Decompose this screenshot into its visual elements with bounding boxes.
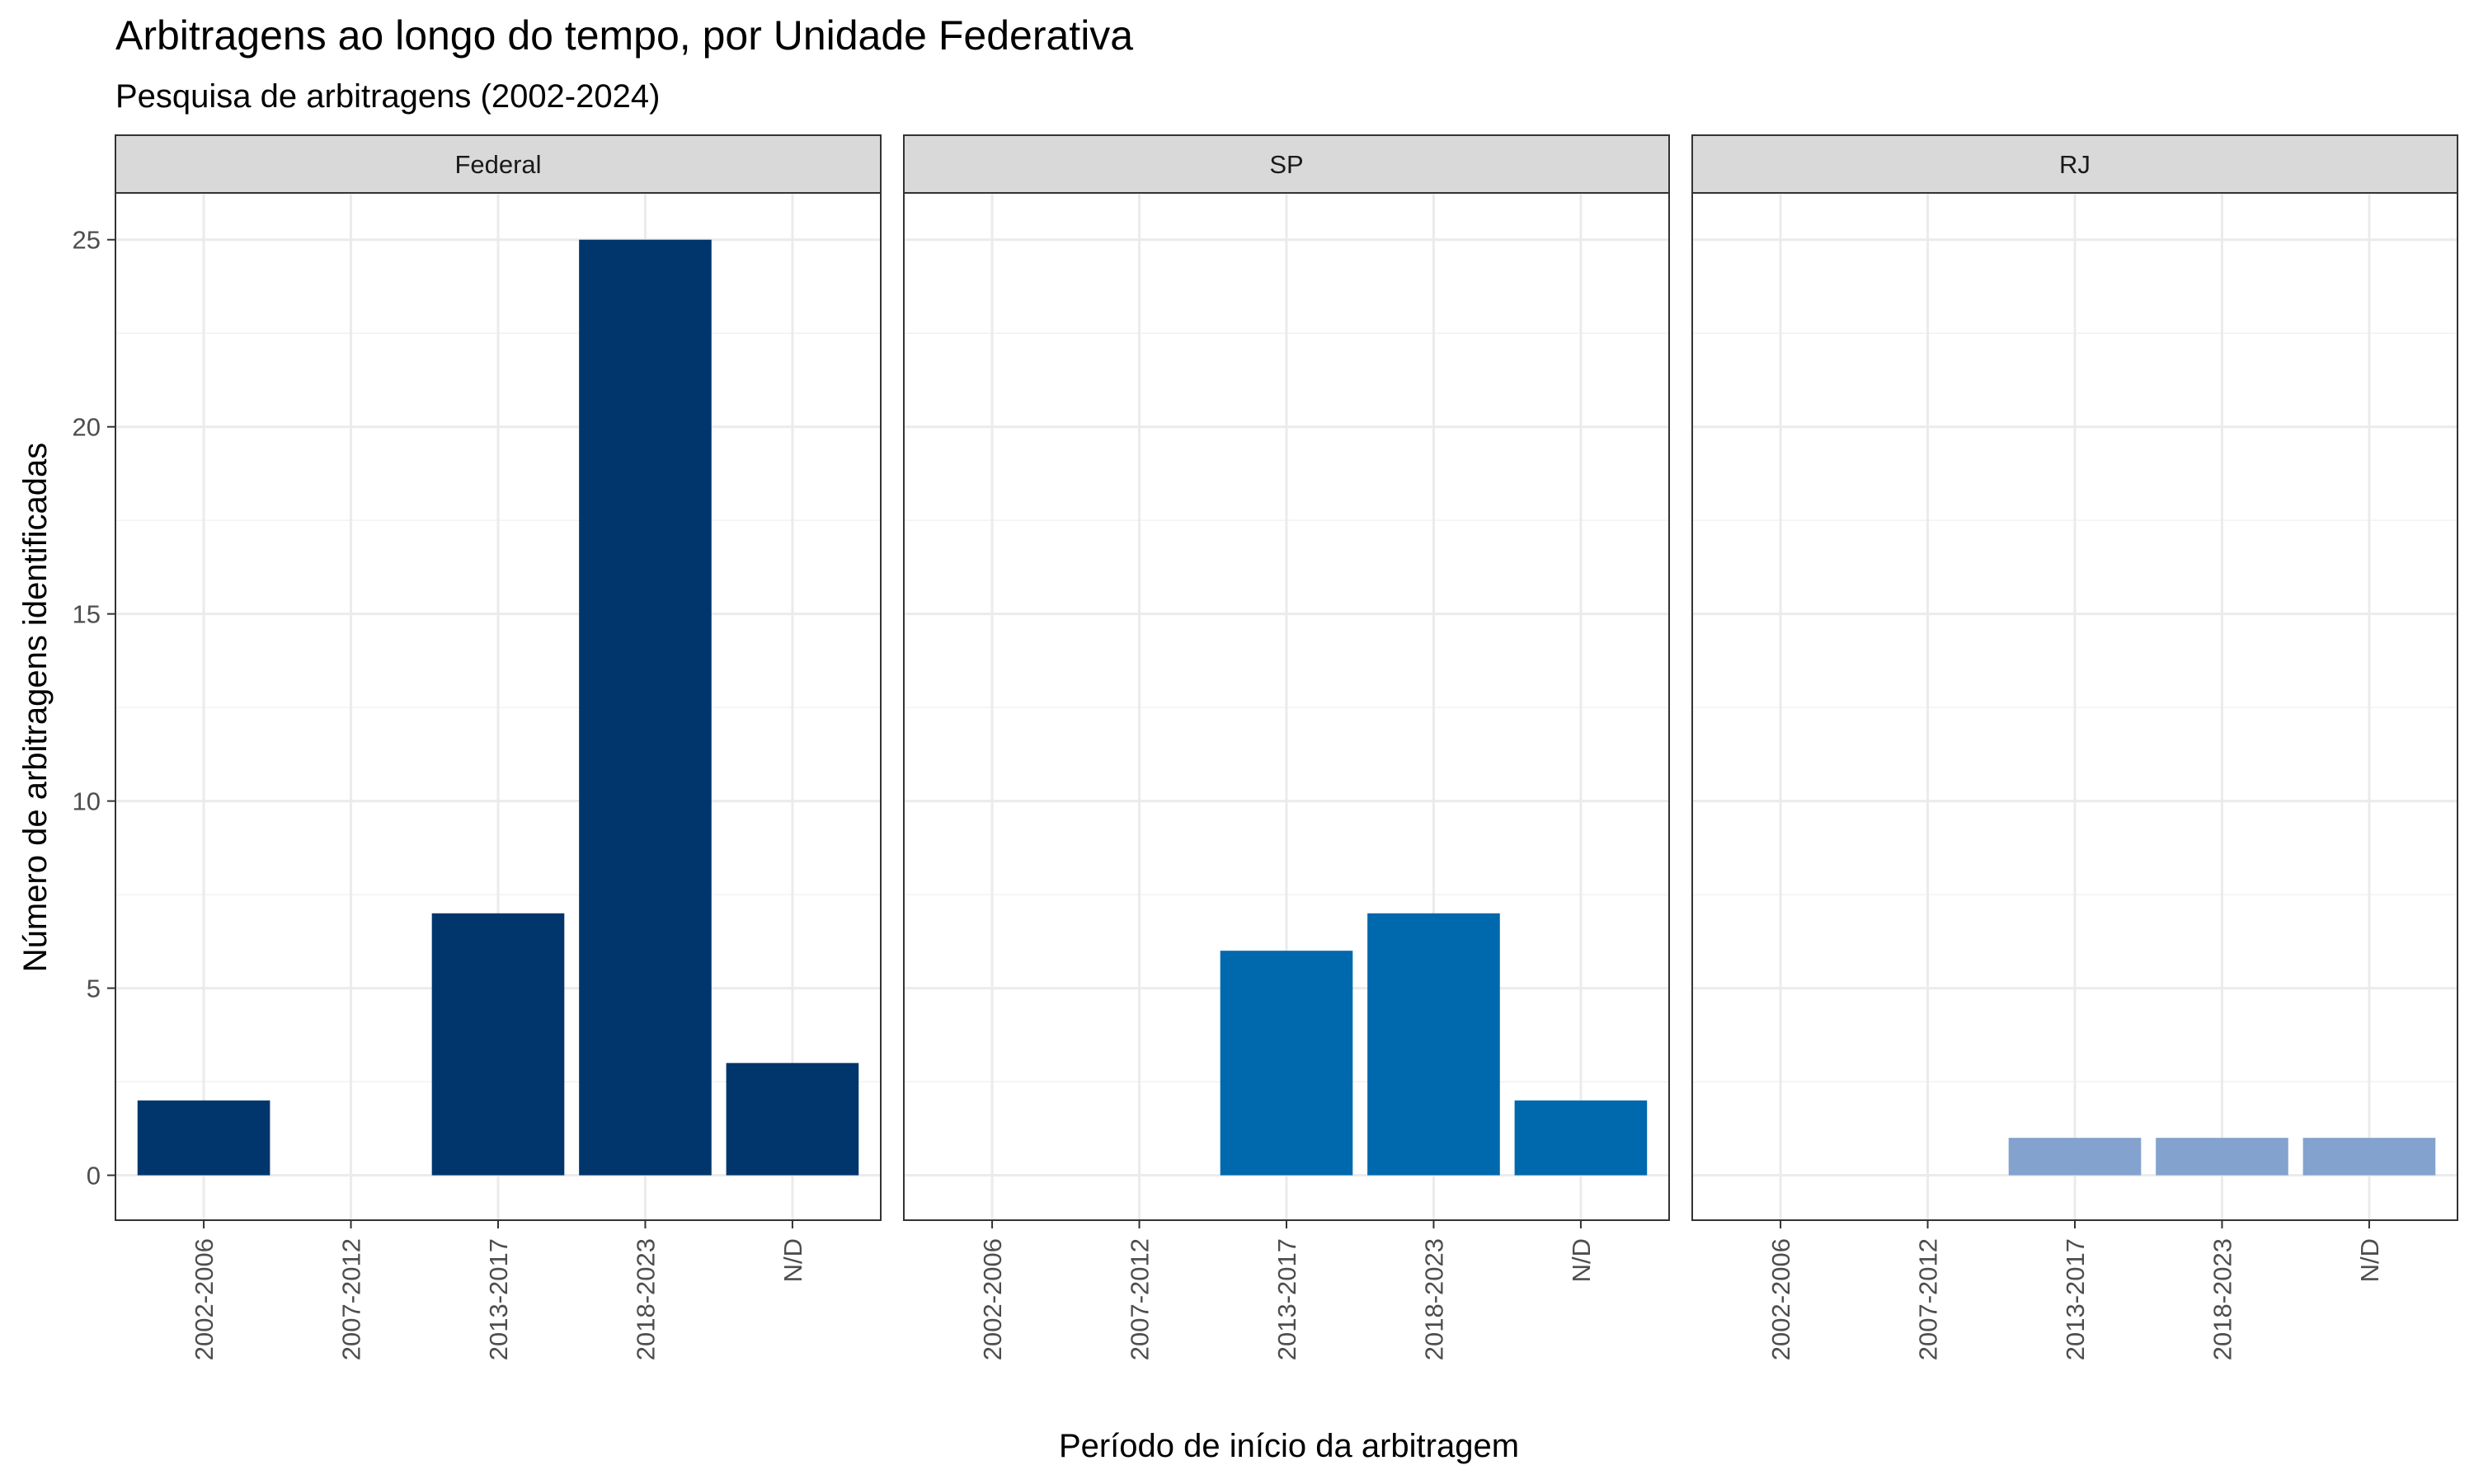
bar-rj-n-d bbox=[2302, 1138, 2436, 1176]
y-tick-label: 15 bbox=[73, 600, 101, 629]
bar-federal-2002-2006 bbox=[137, 1100, 270, 1176]
x-tick-label: 2002-2006 bbox=[1766, 1238, 1795, 1360]
bar-rj-2018-2023 bbox=[2156, 1138, 2288, 1176]
facet-strip bbox=[115, 134, 882, 194]
bar-sp-2018-2023 bbox=[1367, 913, 1500, 1176]
x-tick-label: 2013-2017 bbox=[2061, 1238, 2090, 1360]
bar-federal-n-d bbox=[726, 1063, 859, 1176]
facet-panel-sp: SP 2002-2006 2007-2012 2013-2017 2018-2023 N/… bbox=[903, 134, 1670, 1360]
x-tick-label: 2018-2023 bbox=[2208, 1238, 2236, 1360]
chart-subtitle: Pesquisa de arbitragens (2002-2024) bbox=[115, 78, 660, 115]
facet-panels: Federal 2002-2006 2007-2012 2013-2017 2018-2… bbox=[115, 134, 2458, 1360]
y-tick-label: 5 bbox=[87, 974, 101, 1003]
facet-strip-label: RJ bbox=[2059, 150, 2091, 179]
y-axis-ticks: 0 5 10 15 20 25 bbox=[73, 226, 115, 1190]
x-tick-label: N/D bbox=[1567, 1238, 1596, 1282]
y-tick-label: 20 bbox=[73, 413, 101, 442]
bar-sp-n-d bbox=[1514, 1100, 1648, 1176]
facet-strip bbox=[1691, 134, 2458, 194]
x-tick-label: N/D bbox=[2355, 1238, 2384, 1282]
facet-strip-label: Federal bbox=[454, 150, 541, 179]
bar-federal-2018-2023 bbox=[579, 239, 712, 1176]
chart-title: Arbitragens ao longo do tempo, por Unida… bbox=[115, 12, 1133, 59]
y-tick-label: 0 bbox=[87, 1162, 101, 1190]
y-axis-title: Número de arbitragens identificadas bbox=[17, 443, 54, 973]
y-tick-label: 25 bbox=[73, 226, 101, 255]
facet-panel-rj: RJ 2002-2006 2007-2012 2013-2017 2018-2023 N/… bbox=[1691, 134, 2458, 1360]
bar-rj-2013-2017 bbox=[2008, 1138, 2142, 1176]
x-tick-label: 2018-2023 bbox=[1419, 1238, 1448, 1360]
facet-strip-label: SP bbox=[1269, 150, 1303, 179]
facet-panel-federal: Federal 2002-2006 2007-2012 2013-2017 2018-2… bbox=[115, 134, 882, 1360]
facet-strip bbox=[903, 134, 1670, 194]
x-tick-label: 2002-2006 bbox=[978, 1238, 1007, 1360]
x-tick-label: 2007-2012 bbox=[1914, 1238, 1943, 1360]
bar-sp-2013-2017 bbox=[1220, 951, 1353, 1176]
x-tick-label: 2013-2017 bbox=[484, 1238, 513, 1360]
x-axis-title: Período de início da arbitragem bbox=[1059, 1428, 1519, 1464]
y-tick-label: 10 bbox=[73, 787, 101, 816]
bar-federal-2013-2017 bbox=[431, 913, 565, 1176]
x-tick-label: 2018-2023 bbox=[631, 1238, 660, 1360]
x-tick-label: 2007-2012 bbox=[337, 1238, 366, 1360]
x-tick-label: 2007-2012 bbox=[1126, 1238, 1155, 1360]
x-tick-label: N/D bbox=[778, 1238, 807, 1282]
x-tick-label: 2002-2006 bbox=[190, 1238, 219, 1360]
x-tick-label: 2013-2017 bbox=[1272, 1238, 1301, 1360]
